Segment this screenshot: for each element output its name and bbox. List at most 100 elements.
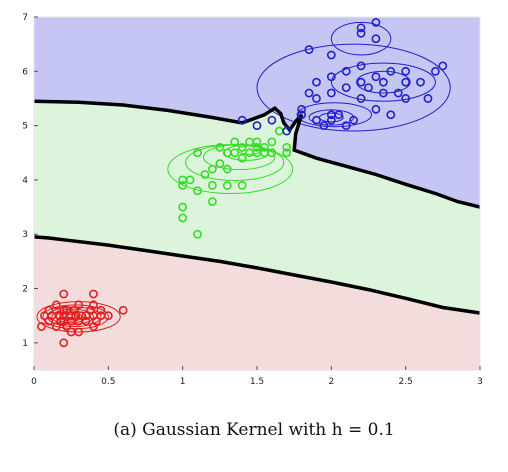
data-point [92, 316, 101, 326]
data-point [252, 137, 262, 147]
data-point [207, 164, 217, 174]
data-point [371, 104, 381, 114]
data-point [69, 305, 79, 315]
data-point [215, 142, 225, 152]
y-tick-label: 6 [22, 67, 28, 77]
data-point [326, 115, 336, 125]
region-blue [34, 17, 480, 208]
data-point [319, 121, 329, 131]
data-point [304, 45, 314, 54]
data-point [74, 327, 83, 337]
data-point [59, 338, 69, 348]
contour-line [167, 144, 294, 194]
data-point [356, 61, 366, 71]
data-point [371, 18, 381, 27]
data-point [438, 61, 448, 71]
y-tick-label: 3 [22, 230, 28, 240]
data-point [74, 300, 83, 310]
data-point [371, 72, 381, 82]
figure-caption: (a) Gaussian Kernel with h = 0.1 [113, 420, 395, 440]
data-point [230, 137, 240, 147]
data-point [282, 142, 292, 152]
data-point [430, 66, 440, 76]
data-point [312, 94, 321, 103]
decision-boundaries [33, 99, 481, 315]
data-point [371, 34, 381, 44]
data-point [386, 66, 396, 76]
data-point [222, 180, 232, 190]
x-axis-ticks: 0 0.5 1 1.5 2 2.5 3 [31, 366, 483, 387]
data-point [349, 115, 359, 125]
data-point [237, 180, 247, 190]
data-point [364, 83, 373, 92]
data-point [356, 77, 366, 87]
data-point [416, 77, 425, 87]
data-point [59, 305, 69, 315]
x-tick-label: 0 [31, 377, 37, 387]
data-point [326, 50, 336, 60]
y-tick-label: 1 [22, 339, 28, 349]
x-tick-label: 2.5 [399, 377, 413, 387]
data-point [423, 94, 433, 103]
data-point [356, 23, 366, 33]
data-point [282, 148, 292, 158]
data-point [252, 121, 262, 131]
data-point [178, 202, 188, 212]
data-point [185, 175, 195, 185]
data-point [237, 115, 247, 125]
data-point [378, 88, 388, 98]
x-tick-label: 2 [328, 377, 334, 387]
data-point [401, 66, 411, 76]
data-point [341, 83, 351, 92]
region-green [34, 101, 480, 313]
region-red [34, 236, 480, 370]
contour-line [308, 109, 355, 126]
data-point [393, 88, 403, 98]
data-point [267, 137, 277, 147]
boundary-green-blue [33, 99, 481, 209]
data-point [89, 300, 98, 310]
data-point [59, 289, 69, 299]
data-point [267, 148, 277, 158]
data-point [81, 316, 91, 326]
data-points [37, 18, 448, 348]
x-tick-label: 0.5 [101, 377, 115, 387]
data-point [51, 300, 61, 310]
contour-line [256, 43, 451, 132]
data-point [193, 148, 202, 158]
data-point [193, 229, 202, 239]
data-point [401, 94, 411, 103]
data-point [312, 115, 321, 125]
data-point [304, 88, 314, 98]
data-point [326, 72, 336, 82]
data-point [356, 28, 366, 38]
data-point [77, 311, 86, 321]
data-point [222, 164, 232, 174]
data-point [200, 170, 210, 179]
x-tick-label: 1.5 [250, 377, 264, 387]
y-axis-ticks: 1 2 3 4 5 6 7 [22, 13, 38, 349]
data-point [386, 110, 396, 120]
boundary-red-green [33, 235, 481, 315]
data-point [297, 104, 306, 114]
y-tick-label: 2 [22, 285, 28, 295]
y-tick-label: 7 [22, 13, 28, 23]
data-point [62, 322, 72, 331]
data-point [54, 311, 64, 321]
contour-line [356, 70, 411, 94]
contour-line [296, 102, 372, 128]
y-tick-label: 5 [22, 122, 28, 132]
decision-regions [34, 17, 480, 370]
data-point [96, 305, 106, 315]
data-point [237, 142, 247, 152]
data-point [215, 159, 225, 169]
contour-line [330, 62, 436, 102]
data-point [178, 180, 188, 190]
data-point [118, 305, 128, 315]
data-point [326, 88, 336, 98]
data-point [356, 94, 366, 103]
data-point [267, 115, 277, 125]
y-tick-label: 4 [22, 176, 28, 186]
data-point [207, 197, 217, 207]
